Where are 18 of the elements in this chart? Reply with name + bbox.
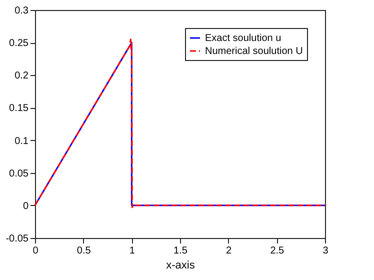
legend-label: Exact soulution u <box>205 33 282 44</box>
x-tick-label: 1 <box>129 246 136 256</box>
y-tick-label: 0 <box>22 200 29 212</box>
y-tick-label: -0.05 <box>6 234 29 244</box>
x-tick-label: 0.5 <box>76 246 92 256</box>
y-tick-label: 0.3 <box>14 6 29 16</box>
x-axis-title: x-axis <box>166 260 196 272</box>
x-tick-label: 2 <box>226 246 232 256</box>
x-tick-label: 0 <box>32 246 39 256</box>
y-tick-label: 0.25 <box>9 38 29 50</box>
y-tick-label: 0.05 <box>9 168 29 180</box>
y-tick-label: 0.1 <box>14 136 29 147</box>
legend-label: Numerical soulution U <box>205 46 303 57</box>
x-tick-label: 1.5 <box>174 246 188 256</box>
x-tick-label: 2.5 <box>270 246 285 256</box>
y-tick-label: 0.15 <box>9 103 29 114</box>
x-tick-label: 3 <box>322 246 329 256</box>
y-tick-label: 0.2 <box>14 70 29 82</box>
